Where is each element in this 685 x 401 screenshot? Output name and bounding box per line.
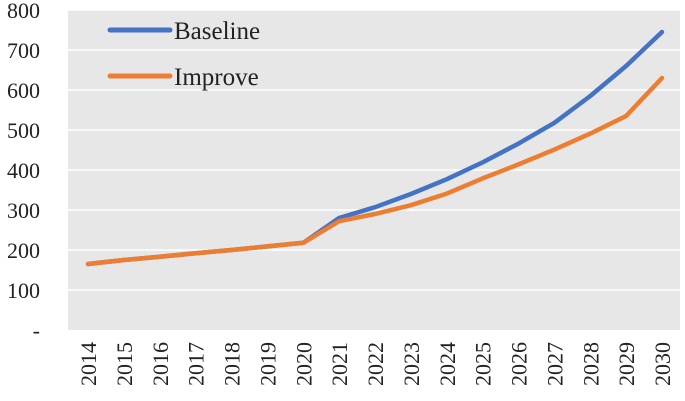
x-tick-label: 2020 (291, 342, 316, 386)
x-tick-label: 2026 (507, 342, 532, 386)
y-tick-label: 700 (7, 38, 40, 63)
series-lines (85, 29, 665, 267)
legend-label-baseline: Baseline (174, 18, 260, 45)
x-tick-label: 2015 (112, 342, 137, 386)
x-tick-label: 2019 (255, 342, 280, 386)
y-tick-label: 100 (7, 278, 40, 303)
y-tick-label: 800 (7, 0, 40, 23)
x-tick-label: 2018 (220, 342, 245, 386)
y-tick-label: - (33, 318, 40, 343)
x-tick-label: 2014 (76, 342, 101, 386)
y-tick-label: 200 (7, 238, 40, 263)
x-tick-label: 2022 (363, 342, 388, 386)
y-tick-label: 300 (7, 198, 40, 223)
x-tick-label: 2023 (399, 342, 424, 386)
y-axis-ticks: - 100 200 300 400 500 600 700 800 (7, 0, 40, 343)
x-tick-label: 2024 (435, 342, 460, 386)
x-tick-label: 2021 (327, 342, 352, 386)
legend-label-improve: Improve (174, 64, 259, 91)
x-tick-label: 2017 (184, 342, 209, 386)
gridlines (68, 9, 680, 291)
x-axis-ticks: 2014 2015 2016 2017 2018 2019 2020 2021 2022 2023… (76, 342, 675, 386)
x-tick-label: 2030 (650, 342, 675, 386)
y-tick-label: 600 (7, 78, 40, 103)
x-tick-label: 2025 (471, 342, 496, 386)
y-tick-label: 500 (7, 118, 40, 143)
x-tick-label: 2029 (614, 342, 639, 386)
x-tick-label: 2016 (148, 342, 173, 386)
x-tick-label: 2027 (542, 342, 567, 386)
y-tick-label: 400 (7, 158, 40, 183)
x-tick-label: 2028 (578, 342, 603, 386)
legend: Baseline Improve (107, 18, 260, 91)
